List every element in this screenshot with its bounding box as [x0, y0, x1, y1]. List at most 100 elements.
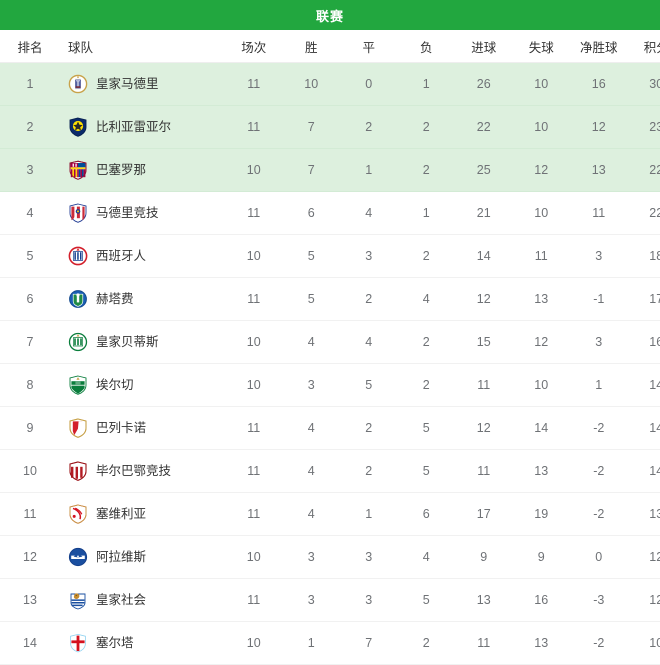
cell-win: 7 — [283, 106, 341, 149]
cell-team[interactable]: 毕尔巴鄂竞技 — [60, 450, 225, 493]
cell-team[interactable]: 巴列卡诺 — [60, 407, 225, 450]
cell-played: 11 — [225, 407, 283, 450]
atletico-madrid-crest — [68, 203, 88, 223]
cell-goals-against: 13 — [513, 278, 571, 321]
cell-rank: 13 — [0, 579, 60, 622]
cell-played: 10 — [225, 536, 283, 579]
cell-team[interactable]: 阿拉维斯 — [60, 536, 225, 579]
cell-goals-against: 13 — [513, 622, 571, 665]
cell-points: 18 — [628, 235, 660, 278]
cell-win: 3 — [283, 536, 341, 579]
cell-points: 30 — [628, 63, 660, 106]
cell-goal-diff: 3 — [570, 321, 628, 364]
cell-points: 14 — [628, 407, 660, 450]
cell-played: 10 — [225, 149, 283, 192]
cell-team[interactable]: 赫塔费 — [60, 278, 225, 321]
cell-win: 5 — [283, 278, 341, 321]
cell-goal-diff: -3 — [570, 579, 628, 622]
cell-goals-for: 15 — [455, 321, 513, 364]
cell-goal-diff: 12 — [570, 106, 628, 149]
column-header-loss[interactable]: 负 — [398, 30, 456, 63]
cell-win: 4 — [283, 450, 341, 493]
cell-points: 14 — [628, 364, 660, 407]
cell-rank: 8 — [0, 364, 60, 407]
cell-loss: 1 — [398, 63, 456, 106]
column-header-goals-against[interactable]: 失球 — [513, 30, 571, 63]
cell-team[interactable]: 塞维利亚 — [60, 493, 225, 536]
table-header-row: 排名 球队 场次 胜 平 负 进球 失球 净胜球 积分 — [0, 30, 660, 63]
column-header-draw[interactable]: 平 — [340, 30, 398, 63]
cell-win: 1 — [283, 622, 341, 665]
sevilla-crest — [68, 504, 88, 524]
column-header-points[interactable]: 积分 — [628, 30, 660, 63]
team-name: 巴塞罗那 — [96, 164, 146, 177]
cell-team[interactable]: 巴塞罗那 — [60, 149, 225, 192]
cell-draw: 1 — [340, 149, 398, 192]
espanyol-crest — [68, 246, 88, 266]
column-header-goal-diff[interactable]: 净胜球 — [570, 30, 628, 63]
cell-rank: 12 — [0, 536, 60, 579]
real-sociedad-crest — [68, 590, 88, 610]
cell-team[interactable]: 比利亚雷亚尔 — [60, 106, 225, 149]
column-header-played[interactable]: 场次 — [225, 30, 283, 63]
team-name: 阿拉维斯 — [96, 551, 146, 564]
cell-draw: 2 — [340, 450, 398, 493]
column-header-win[interactable]: 胜 — [283, 30, 341, 63]
cell-loss: 4 — [398, 278, 456, 321]
cell-rank: 11 — [0, 493, 60, 536]
team-name: 比利亚雷亚尔 — [96, 121, 171, 134]
villarreal-crest — [68, 117, 88, 137]
cell-draw: 3 — [340, 536, 398, 579]
cell-draw: 7 — [340, 622, 398, 665]
cell-goal-diff: 11 — [570, 192, 628, 235]
cell-loss: 5 — [398, 579, 456, 622]
cell-goals-for: 25 — [455, 149, 513, 192]
column-header-team[interactable]: 球队 — [60, 30, 225, 63]
cell-team[interactable]: 马德里竞技 — [60, 192, 225, 235]
cell-draw: 2 — [340, 106, 398, 149]
celta-vigo-crest — [68, 633, 88, 653]
column-header-rank[interactable]: 排名 — [0, 30, 60, 63]
cell-played: 10 — [225, 622, 283, 665]
cell-goals-for: 14 — [455, 235, 513, 278]
cell-rank: 3 — [0, 149, 60, 192]
cell-team[interactable]: 塞尔塔 — [60, 622, 225, 665]
cell-goals-against: 10 — [513, 364, 571, 407]
cell-goals-against: 19 — [513, 493, 571, 536]
cell-goals-for: 26 — [455, 63, 513, 106]
cell-team[interactable]: 皇家贝蒂斯 — [60, 321, 225, 364]
cell-team[interactable]: 埃尔切 — [60, 364, 225, 407]
cell-team[interactable]: 皇家社会 — [60, 579, 225, 622]
cell-rank: 6 — [0, 278, 60, 321]
team-name: 马德里竞技 — [96, 207, 159, 220]
cell-played: 11 — [225, 106, 283, 149]
cell-team[interactable]: 皇家马德里 — [60, 63, 225, 106]
cell-goals-against: 10 — [513, 63, 571, 106]
team-name: 皇家马德里 — [96, 78, 159, 91]
column-header-goals-for[interactable]: 进球 — [455, 30, 513, 63]
cell-goal-diff: -2 — [570, 493, 628, 536]
cell-win: 4 — [283, 407, 341, 450]
cell-points: 12 — [628, 536, 660, 579]
cell-win: 7 — [283, 149, 341, 192]
cell-goals-against: 16 — [513, 579, 571, 622]
cell-loss: 2 — [398, 622, 456, 665]
team-name: 毕尔巴鄂竞技 — [96, 465, 171, 478]
team-name: 巴列卡诺 — [96, 422, 146, 435]
cell-team[interactable]: 西班牙人 — [60, 235, 225, 278]
